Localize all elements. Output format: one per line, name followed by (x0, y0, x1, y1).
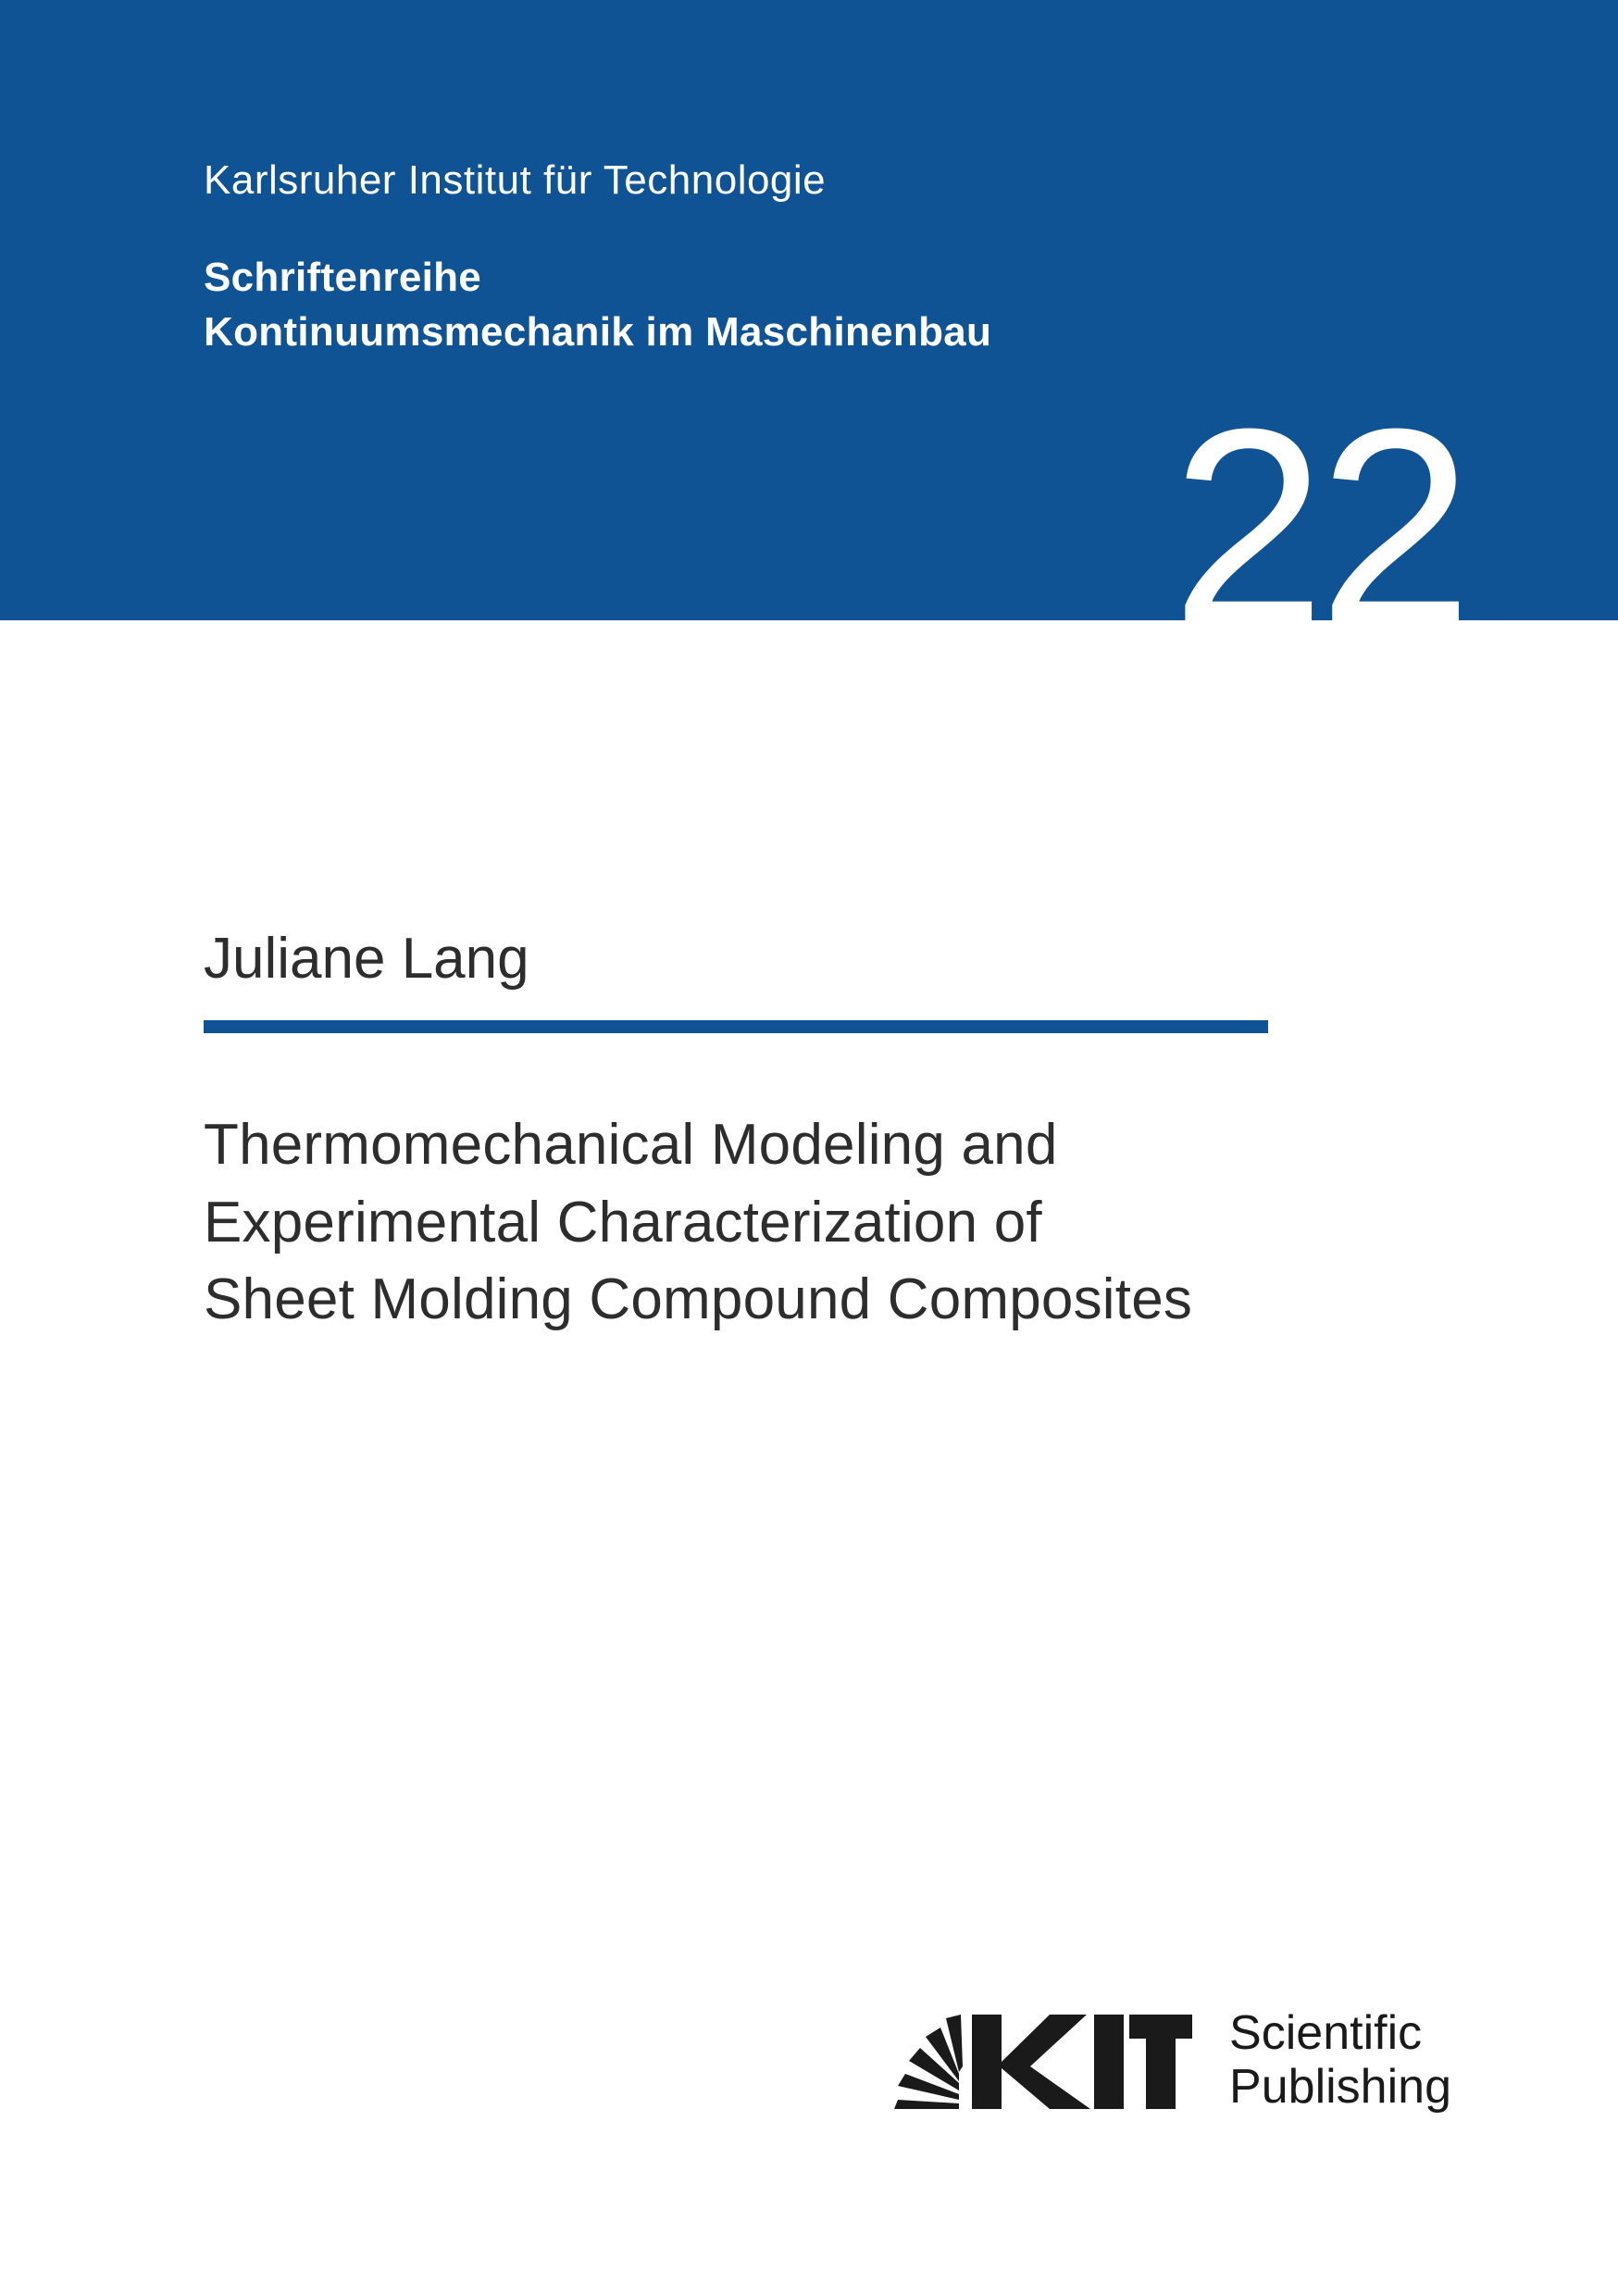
series-label: Schriftenreihe Kontinuumsmechanik im Mas… (204, 250, 991, 360)
publisher-block: Scientific Publishing (887, 1990, 1451, 2129)
institution-label: Karlsruher Institut für Technologie (204, 157, 826, 204)
title-line-2: Experimental Characterization of (204, 1191, 1042, 1254)
book-title: Thermomechanical Modeling and Experiment… (204, 1106, 1192, 1339)
author-underline (204, 1020, 1268, 1033)
kit-logo (887, 1990, 1192, 2129)
volume-number: 22 (1171, 387, 1465, 665)
title-line-1: Thermomechanical Modeling and (204, 1113, 1058, 1177)
author-name: Juliane Lang (204, 926, 529, 992)
publisher-line-1: Scientific (1229, 2006, 1422, 2060)
title-line-3: Sheet Molding Compound Composites (204, 1267, 1192, 1331)
kit-logo-icon (887, 1990, 1192, 2129)
series-line-2: Kontinuumsmechanik im Maschinenbau (204, 309, 991, 355)
series-line-1: Schriftenreihe (204, 255, 481, 300)
publisher-line-2: Publishing (1229, 2060, 1451, 2114)
publisher-text: Scientific Publishing (1229, 2006, 1451, 2114)
